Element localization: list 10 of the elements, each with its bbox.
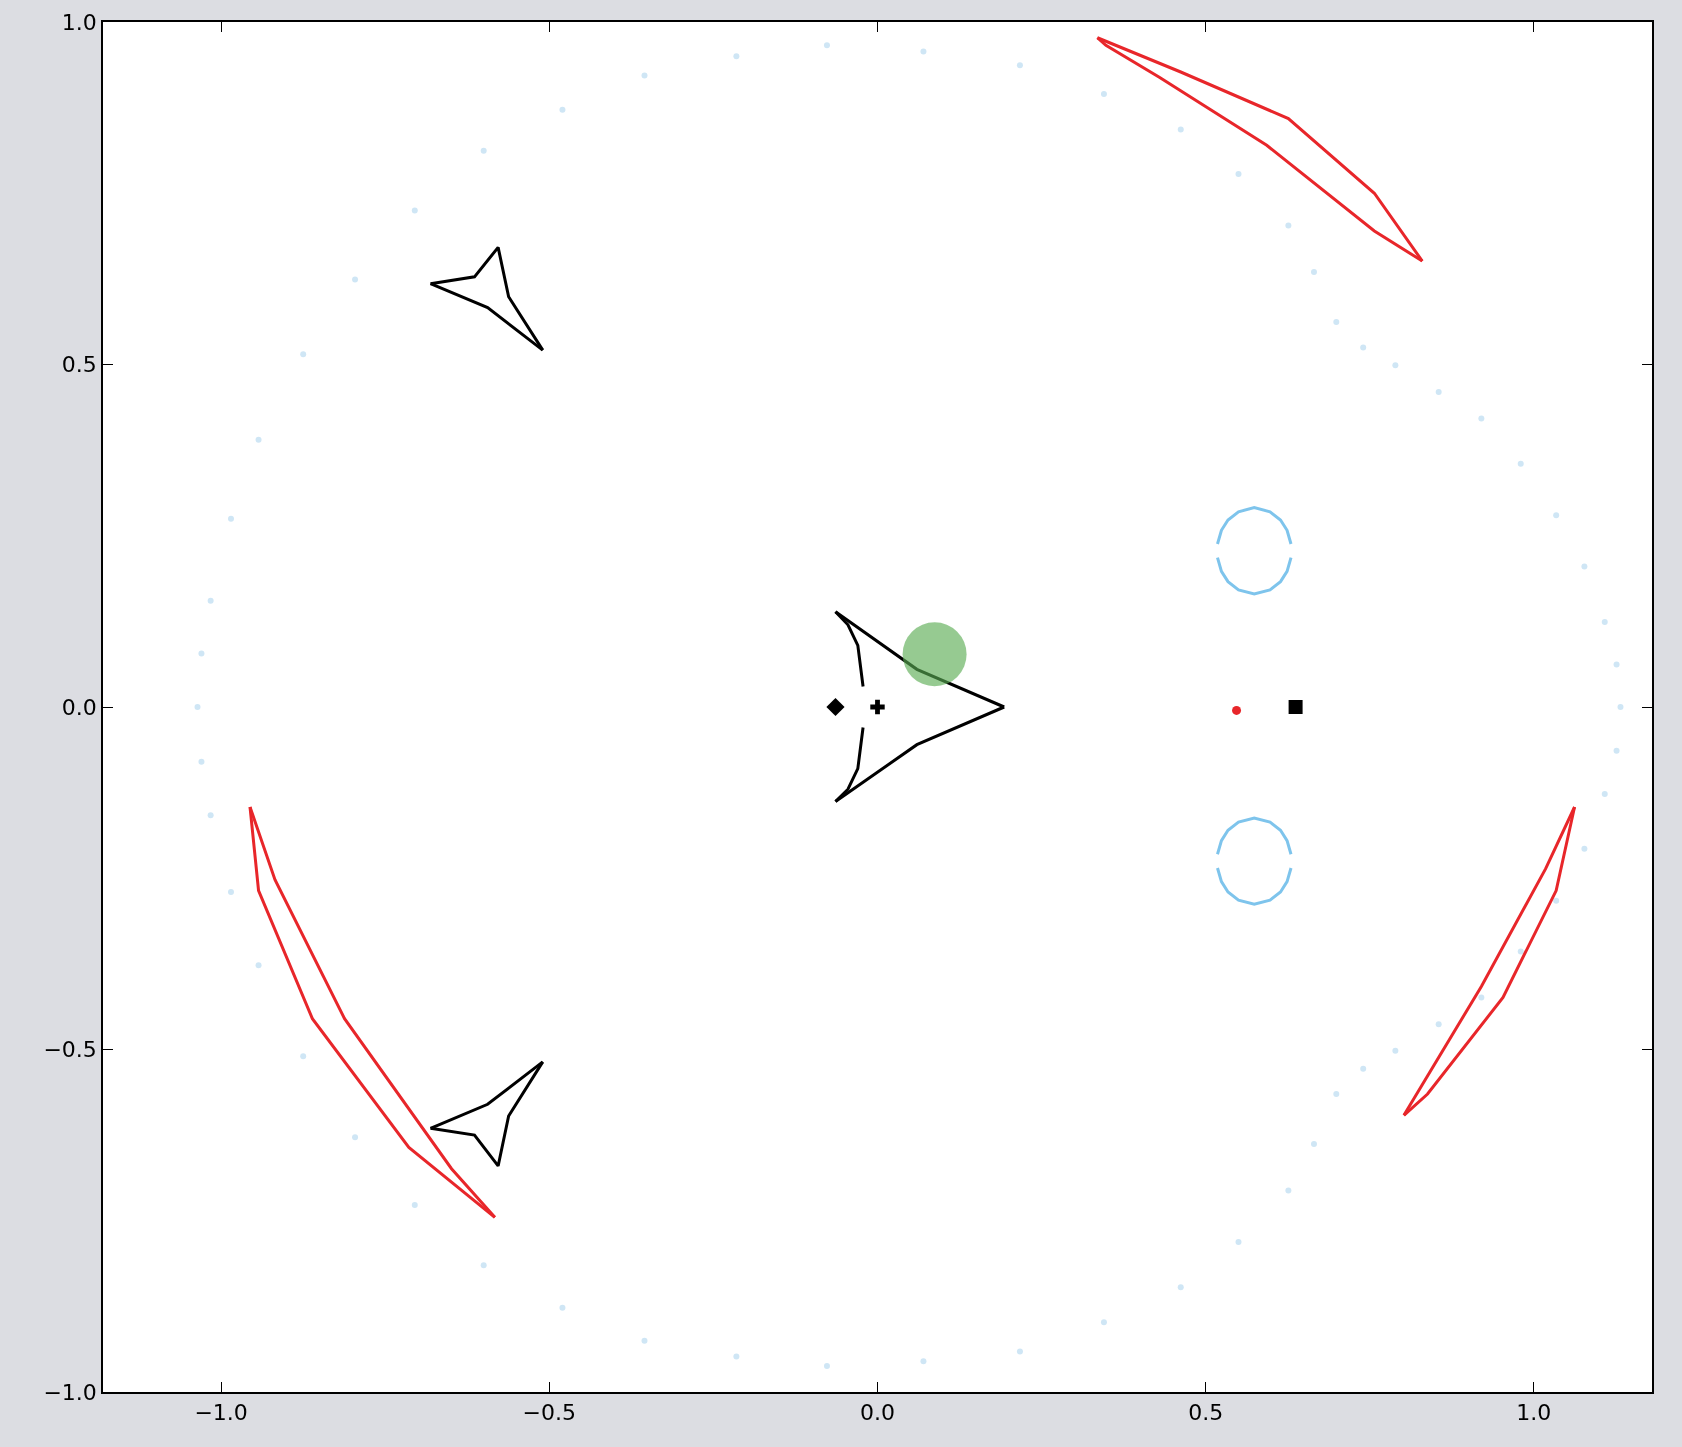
- y-tick-label: −1.0: [43, 1379, 97, 1405]
- x-tick-label: 0.0: [860, 1400, 895, 1426]
- x-tick-label: 0.5: [1188, 1400, 1224, 1426]
- y-tick-label: 0.5: [61, 352, 97, 378]
- x-tick-label: 1.0: [1516, 1400, 1552, 1426]
- y-tick-label: −0.5: [43, 1037, 97, 1063]
- x-tick-label: −1.0: [194, 1400, 248, 1426]
- x-tick-label: −0.5: [522, 1400, 577, 1426]
- y-tick-label: 1.0: [61, 9, 97, 35]
- y-tick-label: 0.0: [61, 694, 97, 720]
